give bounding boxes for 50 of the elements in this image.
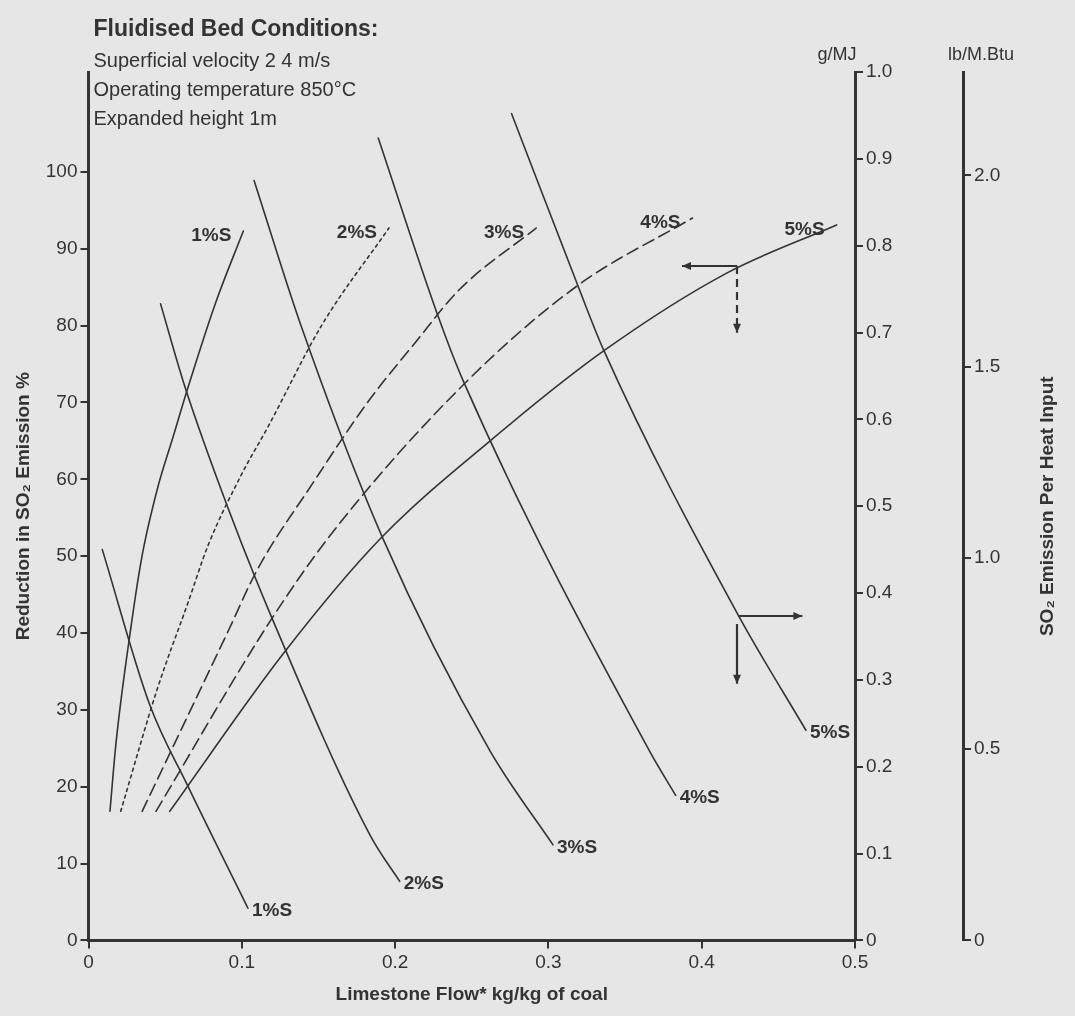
chart-title: Fluidised Bed Conditions:: [93, 15, 379, 41]
y2-tick-label: 0.6: [866, 407, 893, 429]
chart-subtitle: Superficial velocity 2 4 m/s Operating temperature 850°C Expanded height 1m: [93, 49, 357, 129]
y-tick-label: 40: [56, 621, 78, 643]
y2-tick-label: 0.7: [866, 320, 893, 342]
series-label: 2%S: [336, 221, 377, 242]
series-label: 5%S: [809, 721, 851, 743]
y-tick-label: 100: [45, 160, 78, 182]
y-tick-label: 70: [56, 390, 78, 412]
series-label: 4%S: [640, 211, 681, 233]
y-axis-title: Reduction in SO₂ Emission %: [11, 372, 33, 641]
y3-tick-label: 1.0: [974, 546, 1001, 568]
x-tick-label: 0.3: [535, 951, 562, 973]
y-tick-label: 90: [56, 236, 78, 258]
y2-axis-title: g/MJ: [817, 44, 857, 64]
y-tick-label: 10: [56, 851, 78, 873]
y3-tick-label: 0: [974, 928, 985, 950]
y-tick-label: 0: [66, 928, 78, 950]
y-tick-label: 30: [56, 698, 78, 720]
y2-tick-label: 0.1: [866, 841, 893, 863]
y2-tick-label: 0.2: [866, 754, 893, 776]
y-tick-label: 50: [56, 544, 78, 566]
y-tick-label: 20: [56, 774, 78, 796]
x-tick-label: 0.5: [841, 951, 869, 973]
series-label: 5%S: [784, 217, 825, 239]
y-tick-label: 60: [56, 467, 78, 489]
series-label: 4%S: [679, 786, 720, 808]
x-axis-title: Limestone Flow* kg/kg of coal: [335, 982, 608, 1004]
series-label: 3%S: [484, 221, 525, 242]
series-label: 1%S: [191, 224, 232, 246]
x-tick-label: 0: [83, 951, 94, 973]
y2-tick-label: 0.5: [866, 494, 893, 516]
y2-tick-label: 0.8: [866, 233, 893, 255]
series-label: 2%S: [403, 872, 444, 894]
y3-tick-label: 1.5: [974, 354, 1001, 376]
y3-tick-label: 0.5: [974, 737, 1001, 759]
y2-tick-label: 1.0: [866, 60, 893, 82]
series-label: 1%S: [251, 899, 293, 921]
x-tick-label: 0.1: [228, 951, 256, 973]
x-tick-label: 0.2: [381, 951, 409, 973]
y2-tick-label: 0.3: [866, 668, 893, 690]
y2-tick-label: 0.4: [866, 581, 893, 603]
y2-tick-label: 0.9: [866, 147, 893, 169]
y2-tick-label: 0: [866, 928, 877, 950]
y3-tick-label: 2.0: [974, 163, 1001, 185]
series-label: 3%S: [557, 835, 598, 857]
x-tick-label: 0.4: [688, 951, 716, 973]
y-tick-label: 80: [56, 313, 78, 335]
text: SO₂ Emission Per Heat Input: [1036, 375, 1057, 637]
y3-axis-title: lb/M.Btu: [947, 44, 1015, 64]
